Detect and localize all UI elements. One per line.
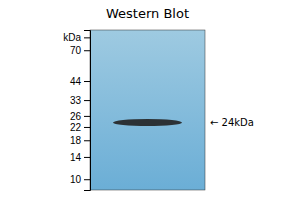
y-tick-mark (84, 81, 90, 82)
y-tick-label: 33 (70, 95, 82, 106)
chart: Western Blot kDa 70 44 33 2622 18 14 10 ← 24kDa (0, 0, 300, 200)
y-tick-mark (84, 179, 90, 180)
y-tick: 70 (70, 45, 90, 56)
y-tick-mark (84, 50, 90, 51)
y-tick-label: 44 (70, 76, 82, 87)
y-tick: 14 (70, 152, 90, 163)
y-tick-label: 26 (70, 111, 82, 122)
y-tick: 22 (70, 122, 90, 133)
marks (113, 119, 182, 126)
y-tick: 44 (70, 76, 90, 87)
y-tick: kDa (63, 32, 90, 43)
y-tick-label: 14 (70, 152, 82, 163)
band (113, 119, 182, 126)
plot-area (90, 30, 205, 190)
y-tick: 18 (70, 135, 90, 146)
y-tick: 10 (70, 174, 90, 185)
y-tick-mark (84, 127, 90, 128)
y-tick-label: 22 (70, 122, 82, 133)
annotation: ← 24kDa (210, 117, 254, 128)
y-axis-line (84, 31, 91, 191)
y-tick-mark (84, 140, 90, 141)
y-tick-label: 10 (70, 174, 82, 185)
y-tick-mark (84, 37, 90, 38)
title: Western Blot (106, 6, 189, 21)
y-tick: 33 (70, 95, 90, 106)
y-tick-mark (84, 157, 90, 158)
y-tick-label: 70 (70, 45, 82, 56)
y-tick: 26 (70, 111, 90, 122)
y-tick-label: 18 (70, 135, 82, 146)
plot: kDa 70 44 33 2622 18 14 10 ← 24kDa (63, 30, 254, 191)
y-tick-label: kDa (63, 32, 81, 43)
y-axis: kDa 70 44 33 2622 18 14 10 (63, 31, 90, 191)
y-tick-mark (84, 116, 90, 117)
y-tick-mark (84, 100, 90, 101)
